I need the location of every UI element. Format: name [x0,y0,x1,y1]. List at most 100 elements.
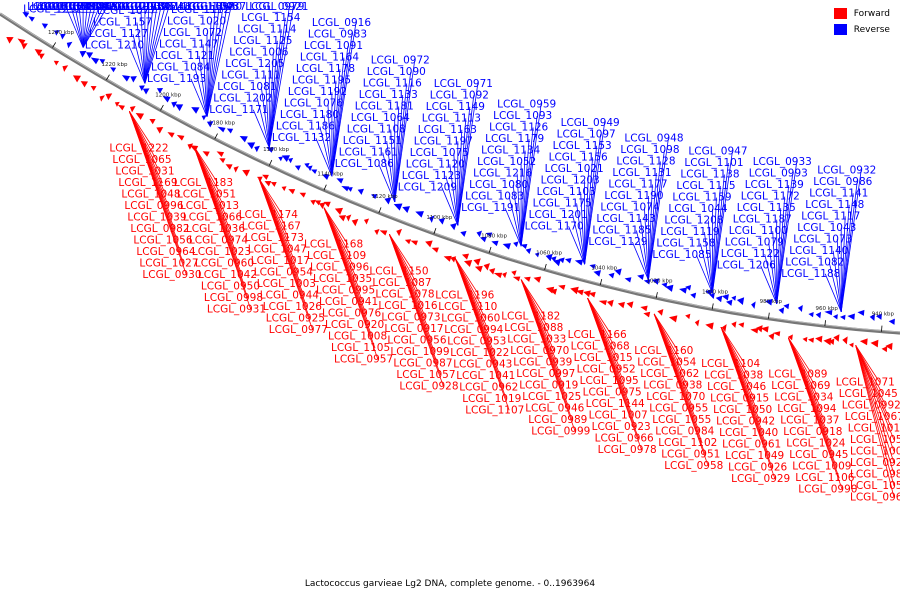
gene-label: LCGL_1079 [725,237,784,249]
gene-leader-line [587,297,642,451]
gene-leader-line [720,327,749,376]
reverse-gene-arrow [476,230,483,238]
reverse-gene-arrow [593,270,601,277]
reverse-gene-arrow [311,169,318,175]
reverse-gene-arrow [294,165,301,171]
gene-leader-line [258,178,314,331]
gene-label: LCGL_1120 [406,158,465,170]
reverse-gene-arrow [217,126,226,133]
gene-leader-line [389,234,444,387]
reverse-gene-arrow [651,278,660,285]
gene-leader-line [382,152,396,203]
gene-leader-line [568,226,585,265]
gene-leader-line [776,162,798,304]
reverse-gene-arrow [888,318,895,325]
reverse-gene-arrow [357,188,365,195]
gene-label: LCGL_1133 [359,89,418,101]
gene-label: LCGL_1188 [781,268,840,280]
forward-gene-arrow [885,342,893,351]
gene-label: LCGL_0929 [731,473,790,485]
gene-label: LCGL_0988 [850,468,900,480]
forward-gene-arrow [281,186,287,192]
gene-leader-line [454,258,510,411]
gene-leader-line [193,145,219,184]
gene-label: LCGL_1057 [396,369,455,381]
forward-gene-arrow [731,321,737,328]
gene-leader-line [457,129,463,226]
forward-gene-arrow [6,36,14,44]
forward-gene-arrow [533,276,542,283]
gene-label: LCGL_0998 [204,292,263,304]
kbp-tick-mark [488,246,492,253]
gene-leader-line [648,161,661,281]
gene-label: LCGL_1102 [658,437,717,449]
gene-leader-line [144,6,158,84]
reverse-gene-arrow [54,30,60,36]
gene-label: LCGL_0941 [319,296,378,308]
forward-gene-arrow [705,322,714,330]
reverse-gene-arrow [191,107,200,114]
forward-gene-arrow [859,338,868,346]
legend-forward-label: Forward [853,8,890,19]
kbp-tick-label: 960 kbp [815,306,838,312]
gene-label: LCGL_1081 [217,81,276,93]
gene-label: LCGL_1051 [177,189,236,201]
forward-gene-arrow [443,255,452,262]
genome-caption: Lactococcus garvieae Lg2 DNA, complete g… [304,579,596,589]
gene-label: LCGL_1017 [251,255,310,267]
gene-label: LCGL_1025 [522,391,581,403]
reverse-gene-arrow [839,314,846,321]
gene-label: LCGL_1178 [296,63,355,75]
gene-leader-line [584,157,593,265]
gene-leader-line [855,345,881,383]
gene-label: LCGL_1142 [55,1,114,13]
reverse-gene-arrow [41,23,49,29]
reverse-gene-arrow [624,277,632,283]
reverse-gene-arrow [715,295,723,303]
gene-label: LCGL_1173 [245,232,304,244]
gene-label: LCGL_1184 [31,1,90,13]
gene-label: LCGL_1055 [652,414,711,426]
gene-label: LCGL_1154 [241,12,300,24]
gene-leader-line [394,106,400,203]
reverse-gene-arrow [142,88,150,95]
gene-label: LCGL_1157 [93,17,152,29]
gene-label: LCGL_1069 [771,380,830,392]
gene-label: LCGL_1187 [733,214,792,226]
forward-gene-arrow [626,301,634,309]
kbp-tick-label: 1080 kbp [481,234,507,240]
forward-gene-arrow [264,181,272,187]
gene-leader-line [764,254,778,304]
gene-label: LCGL_1208 [664,215,723,227]
gene-label: LCGL_1151 [343,135,402,147]
gene-label: LCGL_1147 [159,38,218,50]
gene-leader-line [144,6,150,84]
gene-label: LCGL_1216 [473,168,532,180]
reverse-gene-arrow [783,303,790,310]
gene-label: LCGL_0956 [387,334,446,346]
forward-gene-arrow [187,143,194,150]
reverse-gene-arrow [239,136,248,143]
forward-gene-arrow [149,118,156,125]
legend-reverse: Reverse [833,24,890,35]
forward-gene-arrow [483,263,490,271]
gene-label: LCGL_1132 [272,132,331,144]
gene-leader-line [331,80,337,177]
gene-label: LCGL_1036 [186,223,245,235]
reverse-gene-arrow [206,121,214,128]
gene-leader-line [855,345,895,452]
gene-label: LCGL_1018 [848,422,900,434]
gene-label: LCGL_1176 [105,1,164,13]
gene-label: LCGL_1130 [109,1,168,13]
gene-label: LCGL_1003 [257,278,316,290]
reverse-gene-arrow [869,313,876,321]
gene-leader-line [206,21,212,117]
gene-leader-line [840,170,862,312]
gene-leader-line [206,6,220,117]
gene-label: LCGL_1140 [789,245,848,257]
gene-label: LCGL_0964 [136,246,195,258]
gene-label: LCGL_0955 [649,403,708,415]
gene-label: LCGL_1181 [355,101,414,113]
forward-gene-arrow [788,334,793,341]
gene-label: LCGL_1047 [248,244,307,256]
